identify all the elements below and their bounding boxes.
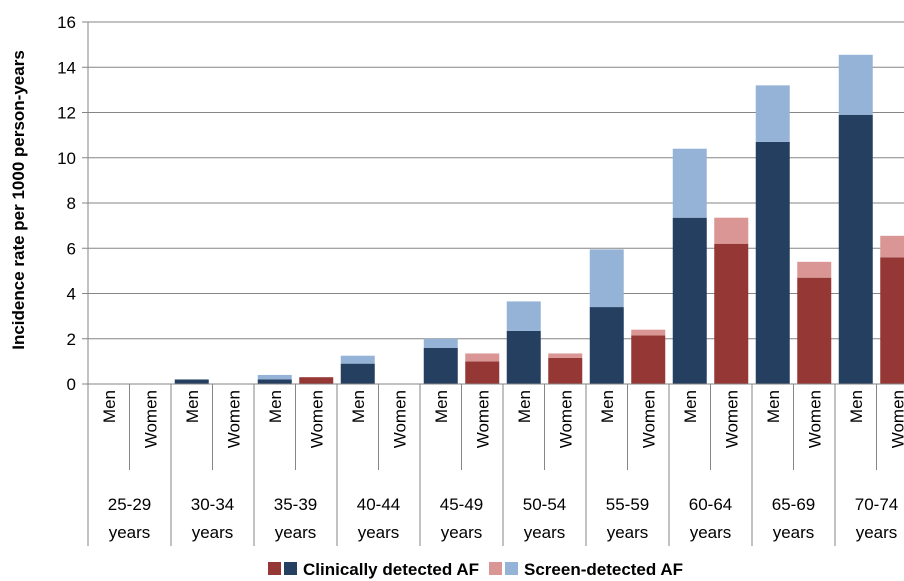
group-label-unit: years xyxy=(441,523,483,542)
sex-label: Women xyxy=(473,390,492,448)
bar-clinical xyxy=(548,357,583,384)
group-label-range: 30-34 xyxy=(191,495,234,514)
x-axis-labels: Men Women Men Women Men Women Men Women Men Women… xyxy=(100,390,904,542)
sex-label: Men xyxy=(764,390,783,423)
group-label-range: 55-59 xyxy=(606,495,649,514)
sex-label: Women xyxy=(224,390,243,448)
group-label-range: 50-54 xyxy=(523,495,566,514)
sex-label: Women xyxy=(390,390,409,448)
bar-screen xyxy=(589,249,624,308)
sex-label: Men xyxy=(847,390,866,423)
sex-label: Men xyxy=(598,390,617,423)
group-label-range: 70-74 xyxy=(855,495,898,514)
group-label-range: 40-44 xyxy=(357,495,400,514)
y-tick-label: 12 xyxy=(57,104,76,123)
bar-screen xyxy=(755,85,790,142)
bar-clinical xyxy=(257,379,292,384)
sex-label: Men xyxy=(349,390,368,423)
gridlines xyxy=(88,21,904,340)
group-label-unit: years xyxy=(524,523,566,542)
bar-screen xyxy=(880,235,904,258)
legend-screen-swatch-women xyxy=(489,562,502,575)
bar-screen xyxy=(838,54,873,115)
sex-label: Women xyxy=(307,390,326,448)
y-tick-label: 8 xyxy=(67,194,76,213)
sex-label: Women xyxy=(556,390,575,448)
bar-screen xyxy=(506,301,541,331)
bar-screen xyxy=(797,261,832,278)
y-tick-label: 2 xyxy=(67,330,76,349)
group-label-unit: years xyxy=(607,523,649,542)
group-label-range: 65-69 xyxy=(772,495,815,514)
bar-screen xyxy=(465,353,500,362)
legend-clinical-swatch-men xyxy=(284,562,297,575)
group-label-unit: years xyxy=(109,523,151,542)
bar-screen xyxy=(340,355,375,364)
bar-clinical xyxy=(714,243,749,384)
group-label-unit: years xyxy=(192,523,234,542)
bar-clinical xyxy=(672,217,707,384)
group-label-unit: years xyxy=(275,523,317,542)
y-tick-label: 10 xyxy=(57,149,76,168)
group-label-unit: years xyxy=(690,523,732,542)
bar-clinical xyxy=(465,361,500,384)
sex-label: Women xyxy=(888,390,904,448)
bar-clinical xyxy=(880,257,904,384)
bars xyxy=(174,54,904,384)
bar-clinical xyxy=(506,330,541,384)
y-tick-label: 4 xyxy=(67,285,76,304)
sex-label: Men xyxy=(515,390,534,423)
y-axis-title: Incidence rate per 1000 person-years xyxy=(9,50,28,350)
group-label-unit: years xyxy=(773,523,815,542)
axes: 0 2 4 6 8 10 12 14 16 xyxy=(57,13,904,546)
sex-label: Women xyxy=(805,390,824,448)
bar-clinical xyxy=(838,114,873,384)
sex-label: Men xyxy=(432,390,451,423)
y-tick-label: 6 xyxy=(67,239,76,258)
bar-clinical xyxy=(340,363,375,384)
group-label-range: 60-64 xyxy=(689,495,732,514)
legend: Clinically detected AF Screen-detected AF xyxy=(268,560,683,579)
sex-label: Women xyxy=(141,390,160,448)
legend-clinical-label: Clinically detected AF xyxy=(303,560,479,579)
sex-label: Women xyxy=(639,390,658,448)
bar-screen xyxy=(631,329,666,336)
bar-screen xyxy=(714,217,749,244)
group-label-unit: years xyxy=(856,523,898,542)
bar-clinical xyxy=(631,335,666,384)
bar-screen xyxy=(257,374,292,380)
sex-label: Men xyxy=(183,390,202,423)
legend-screen-label: Screen-detected AF xyxy=(524,560,683,579)
y-tick-label: 16 xyxy=(57,13,76,32)
group-label-range: 45-49 xyxy=(440,495,483,514)
y-tick-label: 0 xyxy=(67,375,76,394)
bar-clinical xyxy=(299,377,334,384)
y-tick-label: 14 xyxy=(57,58,76,77)
bar-clinical xyxy=(423,347,458,384)
bar-clinical xyxy=(755,141,790,384)
bar-clinical xyxy=(797,277,832,384)
sex-label: Men xyxy=(681,390,700,423)
bar-screen xyxy=(672,148,707,218)
group-label-range: 25-29 xyxy=(108,495,151,514)
bar-screen xyxy=(423,338,458,348)
sex-label: Men xyxy=(266,390,285,423)
group-label-unit: years xyxy=(358,523,400,542)
bar-clinical xyxy=(174,379,209,384)
sex-label: Men xyxy=(100,390,119,423)
legend-clinical-swatch-women xyxy=(268,562,281,575)
sex-label: Women xyxy=(722,390,741,448)
bar-screen xyxy=(548,353,583,358)
bar-clinical xyxy=(589,307,624,384)
group-label-range: 35-39 xyxy=(274,495,317,514)
legend-screen-swatch-men xyxy=(505,562,518,575)
